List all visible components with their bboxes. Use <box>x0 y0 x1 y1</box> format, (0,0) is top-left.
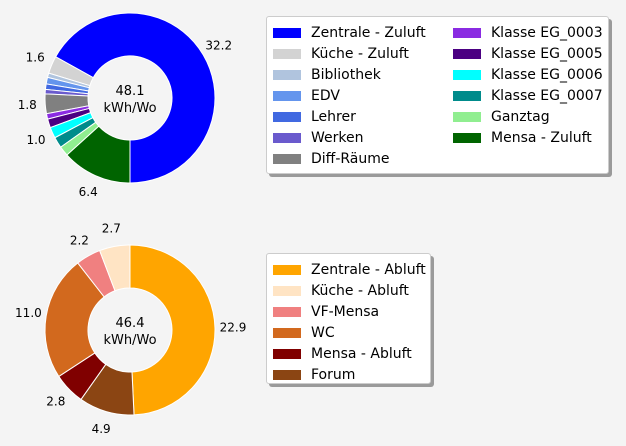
legend-label: Mensa - Abluft <box>311 346 412 362</box>
slice-value-label: 22.9 <box>220 321 247 335</box>
legend-swatch <box>453 28 481 38</box>
legend-label: Diff-Räume <box>311 151 390 167</box>
legend-entry: Mensa - Zuluft <box>453 129 592 147</box>
donut-slice <box>99 244 131 292</box>
slice-value-label: 1.0 <box>26 133 45 147</box>
legend-swatch <box>273 349 301 359</box>
legend-label: Zentrale - Abluft <box>311 262 426 278</box>
legend-swatch <box>273 286 301 296</box>
slice-value-label: 4.9 <box>92 422 111 436</box>
legend-label: Klasse EG_0003 <box>491 25 603 41</box>
legend-label: VF-Mensa <box>311 304 380 320</box>
slice-value-label: 2.8 <box>46 394 65 408</box>
legend-swatch <box>273 91 301 101</box>
slice-value-label: 2.7 <box>102 222 121 236</box>
legend-swatch <box>273 28 301 38</box>
slice-value-label: 11.0 <box>15 306 42 320</box>
exhaust-legend: Zentrale - Abluft Küche - Abluft VF-Mensa W… <box>266 253 431 384</box>
legend-label: Mensa - Zuluft <box>491 130 592 146</box>
legend-label: Zentrale - Zuluft <box>311 25 426 41</box>
legend-entry: Zentrale - Zuluft <box>273 24 426 42</box>
legend-label: WC <box>311 325 335 341</box>
donut-slice <box>129 244 216 416</box>
legend-entry: Ganztag <box>453 108 550 126</box>
legend-swatch <box>273 112 301 122</box>
legend-entry: EDV <box>273 87 340 105</box>
center-total-value: 48.1 <box>116 84 145 99</box>
legend-swatch <box>273 328 301 338</box>
legend-label: Bibliothek <box>311 67 381 83</box>
legend-entry: Klasse EG_0006 <box>453 66 603 84</box>
legend-swatch <box>453 133 481 143</box>
slice-value-label: 1.6 <box>26 51 45 65</box>
legend-swatch <box>273 370 301 380</box>
slice-value-label: 32.2 <box>205 39 232 53</box>
legend-label: Lehrer <box>311 109 356 125</box>
center-total-value: 46.4 <box>116 316 145 331</box>
donut-slice <box>66 125 131 184</box>
legend-entry: Küche - Abluft <box>273 282 409 300</box>
legend-entry: Klasse EG_0007 <box>453 87 603 105</box>
donut-slice <box>54 12 216 184</box>
legend-label: Werken <box>311 130 364 146</box>
legend-entry: Klasse EG_0003 <box>453 24 603 42</box>
legend-swatch <box>453 70 481 80</box>
legend-entry: Bibliothek <box>273 66 381 84</box>
legend-entry: WC <box>273 324 335 342</box>
legend-entry: Werken <box>273 129 364 147</box>
legend-swatch <box>453 49 481 59</box>
legend-label: EDV <box>311 88 340 104</box>
legend-entry: Zentrale - Abluft <box>273 261 426 279</box>
legend-label: Ganztag <box>491 109 550 125</box>
center-unit: kWh/Wo <box>103 333 156 348</box>
legend-swatch <box>273 265 301 275</box>
legend-entry: Klasse EG_0005 <box>453 45 603 63</box>
legend-swatch <box>273 133 301 143</box>
exhaust-donut-chart: 22.9 4.9 2.8 11.0 2.2 2.7 46.4 kWh/Wo <box>15 222 246 436</box>
legend-entry: Küche - Zuluft <box>273 45 409 63</box>
legend-swatch <box>453 112 481 122</box>
legend-swatch <box>453 91 481 101</box>
legend-label: Klasse EG_0005 <box>491 46 603 62</box>
legend-entry: Diff-Räume <box>273 150 390 168</box>
legend-swatch <box>273 307 301 317</box>
supply-donut-chart: 32.2 1.6 1.8 1.0 6.4 48.1 kWh/Wo <box>18 12 232 199</box>
slice-value-label: 2.2 <box>70 233 89 247</box>
supply-legend: Zentrale - Zuluft Küche - Zuluft Bibliothe… <box>266 16 609 174</box>
legend-entry: Forum <box>273 366 355 384</box>
legend-entry: Mensa - Abluft <box>273 345 412 363</box>
legend-swatch <box>273 70 301 80</box>
legend-label: Forum <box>311 367 356 383</box>
legend-swatch <box>273 154 301 164</box>
legend-label: Küche - Zuluft <box>311 46 409 62</box>
legend-label: Küche - Abluft <box>311 283 409 299</box>
donut-slice <box>44 262 105 378</box>
slice-value-label: 1.8 <box>18 98 37 112</box>
legend-swatch <box>273 49 301 59</box>
legend-label: Klasse EG_0006 <box>491 67 603 83</box>
center-unit: kWh/Wo <box>103 101 156 116</box>
legend-entry: Lehrer <box>273 108 356 126</box>
slice-value-label: 6.4 <box>79 185 98 199</box>
legend-entry: VF-Mensa <box>273 303 379 321</box>
legend-label: Klasse EG_0007 <box>491 88 603 104</box>
